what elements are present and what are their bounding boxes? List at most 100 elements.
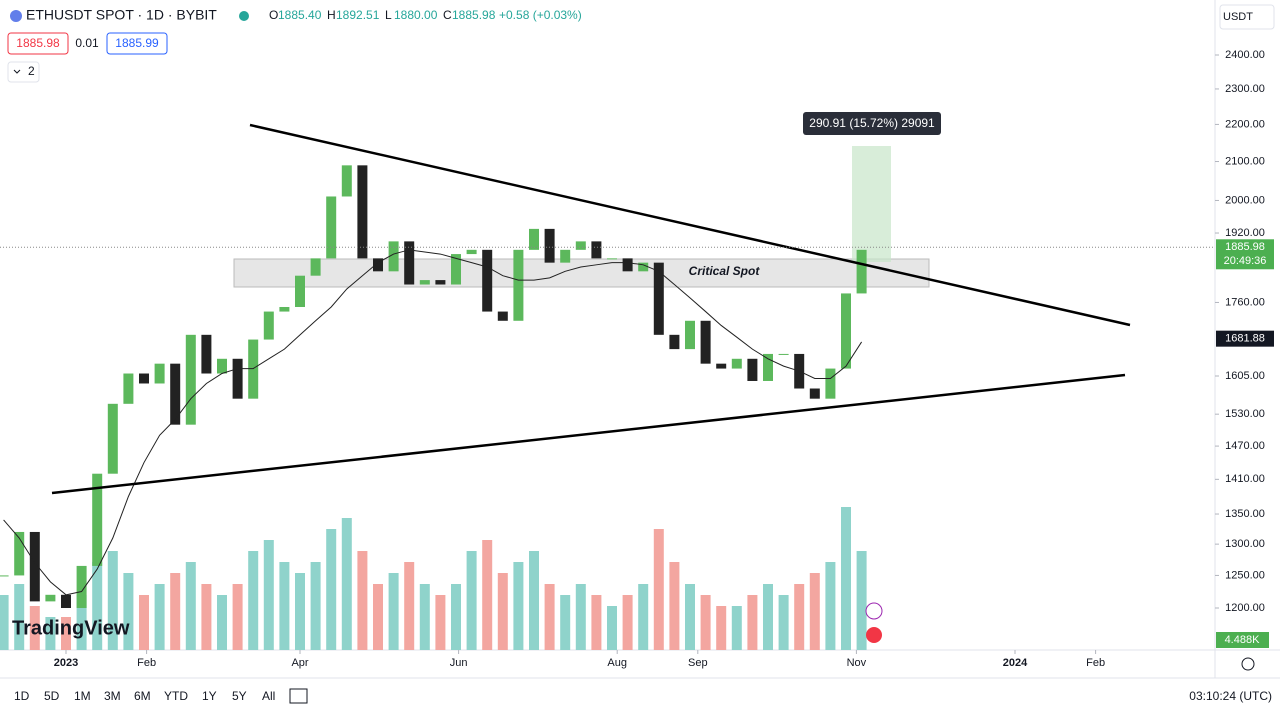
volume-bar (45, 617, 56, 650)
candle (388, 241, 399, 272)
volume-bar (716, 606, 727, 650)
range-button[interactable]: 6M (134, 689, 151, 703)
candle (638, 262, 649, 272)
event-icon[interactable] (866, 627, 882, 643)
candle (685, 320, 695, 350)
volume-bar (544, 584, 555, 650)
x-tick-label: Apr (291, 657, 308, 669)
indicator-count: 2 (28, 64, 35, 78)
candle (825, 368, 836, 399)
volume-bar (451, 584, 461, 650)
y-tick-label: 2000.00 (1225, 194, 1265, 206)
volume-bar (778, 595, 789, 650)
x-tick-label: 2024 (1003, 657, 1028, 669)
candle (653, 262, 664, 335)
measure-box (852, 146, 891, 262)
volume-bar (825, 562, 836, 650)
candle (263, 311, 274, 340)
volume-bar (29, 606, 40, 650)
candle (466, 249, 477, 255)
candle (0, 575, 9, 577)
y-tick-label: 1250.00 (1225, 569, 1265, 581)
logo: TradingView (12, 617, 130, 639)
ask: 1885.99 (115, 36, 159, 50)
symbol[interactable]: ETHUSDT SPOT · 1D · BYBIT (26, 7, 217, 23)
y-tick-label: 1920.00 (1225, 227, 1265, 239)
volume-bar (513, 562, 524, 650)
volume-bar (123, 573, 134, 650)
volume-bar (154, 584, 165, 650)
candle (92, 473, 103, 566)
volume-tag (1216, 632, 1269, 648)
range-button[interactable]: 1D (14, 689, 30, 703)
calendar-icon[interactable] (289, 688, 308, 704)
volume-bar (841, 507, 851, 650)
candle (45, 594, 56, 602)
event-icon[interactable] (865, 602, 883, 620)
y-tick-label: 1760.00 (1225, 296, 1265, 308)
y-tick-label: 1200.00 (1225, 602, 1265, 614)
candle (310, 258, 321, 276)
volume-bar (263, 540, 274, 650)
range-button[interactable]: 1M (74, 689, 91, 703)
volume-bar (497, 573, 508, 650)
y-tick-label: 1530.00 (1225, 408, 1265, 420)
volume-bar (388, 573, 399, 650)
candle (185, 334, 196, 425)
range-button[interactable]: 3M (104, 689, 121, 703)
volume-bar (763, 584, 773, 650)
settings-icon[interactable] (1241, 657, 1255, 671)
volume-bar (295, 573, 305, 650)
volume-bar (419, 584, 430, 650)
ohlc-key: C (443, 8, 452, 22)
volume-bar (560, 595, 571, 650)
volume-bar (575, 584, 586, 650)
candle (170, 363, 181, 425)
price-tag-label: 1885.98 (1225, 241, 1265, 253)
volume-bar (482, 540, 493, 650)
candle (763, 353, 773, 381)
range-button[interactable]: YTD (164, 689, 188, 703)
measure-label: 290.91 (15.72%) 29091 (809, 116, 935, 130)
candle (248, 339, 259, 399)
candle (373, 258, 383, 272)
volume-bar (341, 518, 352, 650)
spread: 0.01 (75, 36, 99, 50)
countdown: 20:49:36 (1224, 255, 1267, 267)
range-button[interactable]: 1Y (202, 689, 217, 703)
candle (404, 241, 415, 285)
candle (61, 594, 71, 608)
volume-bar (669, 562, 680, 650)
y-tick-label: 1410.00 (1225, 473, 1265, 485)
ask-box[interactable] (106, 32, 168, 55)
candle (700, 320, 711, 364)
ohlc-key: H (327, 8, 336, 22)
candle (622, 258, 633, 272)
candle (326, 196, 337, 259)
candle (809, 388, 820, 399)
moving-average (3, 249, 863, 596)
volume-bar (76, 595, 87, 650)
currency-button[interactable] (1219, 4, 1275, 30)
candle (419, 280, 430, 285)
candle (497, 311, 508, 321)
bid-box[interactable] (7, 32, 69, 55)
range-button[interactable]: All (262, 689, 275, 703)
trendline (249, 123, 1131, 327)
volume-bar (170, 573, 181, 650)
volume-bar (529, 551, 539, 650)
volume-bar (607, 606, 617, 650)
y-tick-label: 2300.00 (1225, 83, 1265, 95)
range-button[interactable]: 5Y (232, 689, 247, 703)
candle (139, 373, 149, 384)
volume-bar (185, 562, 196, 650)
volume-bar (201, 584, 212, 650)
volume-bar (61, 617, 71, 650)
y-tick-label: 1300.00 (1225, 538, 1265, 550)
candle (482, 249, 493, 312)
candle (217, 358, 227, 374)
range-button[interactable]: 5D (44, 689, 60, 703)
annotation: Critical Spot (689, 264, 761, 278)
indicators-toggle[interactable] (7, 61, 40, 83)
volume-bar (638, 584, 649, 650)
